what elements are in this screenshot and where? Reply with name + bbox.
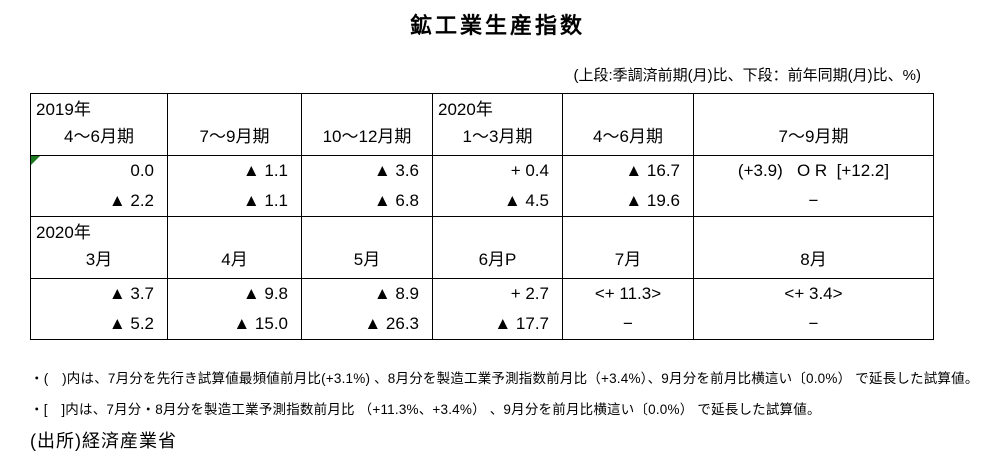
header-cell-2019-q2: 2019年 4～6月期: [30, 93, 168, 156]
value-cell-forecast: <+ 3.4> −: [693, 278, 934, 340]
header-cell-2020-q2: 4～6月期: [562, 93, 694, 156]
value-cell: + 0.4 ▲ 4.5: [432, 155, 563, 217]
period-label: 7～9月期: [199, 127, 270, 146]
year-label: [168, 217, 301, 246]
green-triangle-icon: [31, 156, 40, 165]
value-bottom: ▲ 5.2: [108, 314, 154, 333]
value-bottom: −: [808, 314, 819, 333]
period-label: 10～12月期: [322, 127, 412, 146]
value-top: <+ 3.4>: [784, 284, 843, 303]
year-label: [694, 217, 933, 246]
value-cell: ▲ 1.1 ▲ 1.1: [167, 155, 302, 217]
year-label: [433, 217, 562, 246]
header-cell-2019-q3: 7～9月期: [167, 93, 302, 156]
table-caption: (上段:季調済前期(月)比、下段：前年同期(月)比、%): [573, 67, 921, 84]
value-cell: ▲ 9.8 ▲ 15.0: [167, 278, 302, 340]
year-label: [563, 94, 693, 123]
value-top: + 0.4: [510, 161, 549, 180]
header-cell-2020-mar: 2020年 3月: [30, 216, 168, 279]
value-cell-estimate: (+3.9) O R [+12.2] −: [693, 155, 934, 217]
value-top: ▲ 1.1: [242, 161, 288, 180]
period-label: 4～6月期: [593, 127, 663, 146]
year-label: [168, 94, 301, 123]
period-label: 6月P: [478, 250, 517, 269]
quarter-header-row: 2019年 4～6月期 7～9月期 10～12月期 2020年 1～3月期 4～…: [30, 93, 934, 156]
period-label: 3月: [85, 250, 113, 269]
value-bottom: ▲ 4.5: [503, 191, 549, 210]
header-cell-2020-aug: 8月: [693, 216, 934, 279]
value-top: 0.0: [130, 161, 154, 180]
header-cell-2020-jul: 7月: [562, 216, 694, 279]
value-bottom: ▲ 26.3: [364, 314, 419, 333]
source-label: (出所)経済産業省: [30, 431, 177, 451]
period-label: 5月: [353, 250, 381, 269]
header-cell-2020-may: 5月: [301, 216, 433, 279]
value-top: ▲ 3.6: [373, 161, 419, 180]
footnote-parentheses: ・( )内は、7月分を先行き試算値最頻値前月比(+3.1%) 、8月分を製造工業…: [30, 371, 979, 386]
month-values-row: ▲ 3.7 ▲ 5.2 ▲ 9.8 ▲ 15.0 ▲ 8.9 ▲ 26.3 + …: [30, 278, 934, 340]
period-label: 7～9月期: [778, 127, 849, 146]
month-header-row: 2020年 3月 4月 5月 6月P 7月 8月: [30, 216, 934, 279]
year-label: [694, 94, 933, 123]
value-top: ▲ 3.7: [108, 284, 154, 303]
period-label: 1～3月期: [462, 127, 533, 146]
value-bottom: ▲ 17.7: [494, 314, 549, 333]
value-cell: ▲ 3.6 ▲ 6.8: [301, 155, 433, 217]
value-cell: + 2.7 ▲ 17.7: [432, 278, 563, 340]
year-label: [302, 94, 432, 123]
value-bottom: ▲ 19.6: [625, 191, 680, 210]
value-bottom: ▲ 15.0: [233, 314, 288, 333]
value-bottom: −: [808, 191, 819, 210]
year-label: 2019年: [36, 100, 91, 119]
value-top: ▲ 9.8: [242, 284, 288, 303]
header-cell-2020-jun: 6月P: [432, 216, 563, 279]
year-label: [563, 217, 693, 246]
value-bottom: ▲ 1.1: [242, 191, 288, 210]
quarter-values-row: 0.0 ▲ 2.2 ▲ 1.1 ▲ 1.1 ▲ 3.6 ▲ 6.8 + 0.4 …: [30, 155, 934, 217]
period-label: 4～6月期: [64, 127, 134, 146]
value-bottom: ▲ 2.2: [108, 191, 154, 210]
header-cell-2020-q1: 2020年 1～3月期: [432, 93, 563, 156]
value-top: ▲ 16.7: [625, 161, 680, 180]
value-top: ▲ 8.9: [373, 284, 419, 303]
value-top: <+ 11.3>: [594, 284, 662, 303]
value-bottom: −: [623, 314, 633, 333]
year-label: [302, 217, 432, 246]
value-bottom: ▲ 6.8: [373, 191, 419, 210]
header-cell-2020-apr: 4月: [167, 216, 302, 279]
header-cell-2019-q4: 10～12月期: [301, 93, 433, 156]
value-cell: ▲ 16.7 ▲ 19.6: [562, 155, 694, 217]
period-label: 8月: [800, 250, 827, 269]
value-cell-forecast: <+ 11.3> −: [562, 278, 694, 340]
document-title: 鉱工業生産指数: [409, 13, 585, 38]
value-cell: ▲ 8.9 ▲ 26.3: [301, 278, 433, 340]
value-cell: 0.0 ▲ 2.2: [30, 155, 168, 217]
period-label: 7月: [614, 250, 642, 269]
period-label: 4月: [221, 250, 248, 269]
footnote-brackets: ・[ ]内は、7月分・8月分を製造工業予測指数前月比 （+11.3%、+3.4%…: [30, 402, 821, 417]
value-top: (+3.9) O R [+12.2]: [737, 161, 890, 180]
production-index-table: 2019年 4～6月期 7～9月期 10～12月期 2020年 1～3月期 4～…: [30, 93, 934, 340]
year-label: 2020年: [36, 223, 91, 242]
value-cell: ▲ 3.7 ▲ 5.2: [30, 278, 168, 340]
value-top: + 2.7: [510, 284, 549, 303]
header-cell-2020-q3: 7～9月期: [693, 93, 934, 156]
year-label: 2020年: [438, 100, 493, 119]
